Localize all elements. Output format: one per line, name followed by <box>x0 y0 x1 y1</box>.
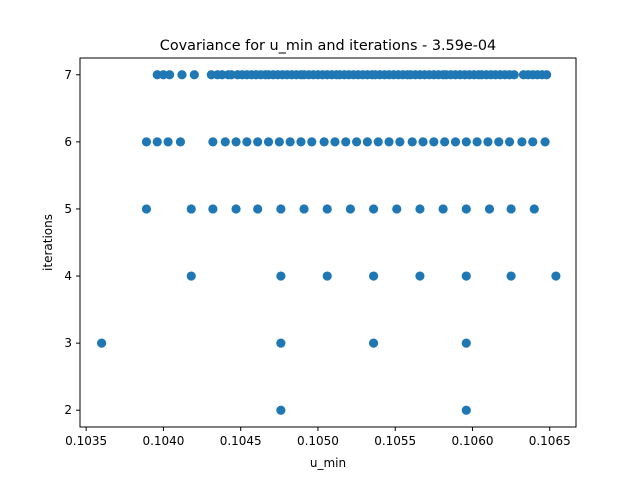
scatter-point <box>461 271 471 281</box>
scatter-point <box>163 137 173 147</box>
scatter-point <box>450 137 461 147</box>
scatter-point <box>395 137 405 147</box>
scatter-point <box>362 137 372 147</box>
scatter-point <box>506 204 516 214</box>
scatter-point <box>322 271 332 281</box>
x-tick-label: 0.1065 <box>529 434 571 448</box>
scatter-point <box>141 204 152 214</box>
scatter-point <box>415 271 425 281</box>
scatter-point <box>296 137 306 147</box>
scatter-point <box>551 271 561 281</box>
scatter-point <box>494 137 504 147</box>
scatter-point <box>276 271 286 281</box>
scatter-point <box>384 137 394 147</box>
scatter-point <box>322 204 332 214</box>
x-tick-label: 0.1060 <box>451 434 493 448</box>
scatter-point <box>341 137 351 147</box>
y-tick-label: 7 <box>64 68 72 82</box>
scatter-point <box>484 204 495 214</box>
scatter-point <box>319 137 329 147</box>
scatter-point <box>373 137 383 147</box>
scatter-point <box>253 137 263 147</box>
scatter-point <box>368 271 379 281</box>
scatter-point <box>517 137 527 147</box>
chart-title: Covariance for u_min and iterations - 3.… <box>160 38 496 54</box>
scatter-point <box>540 137 550 147</box>
x-tick-label: 0.1050 <box>297 434 339 448</box>
scatter-point <box>285 137 295 147</box>
scatter-point <box>528 137 538 147</box>
scatter-point <box>175 137 186 147</box>
scatter-point <box>472 137 482 147</box>
scatter-point <box>461 137 471 147</box>
y-axis: 2 3 4 5 6 7 <box>64 68 80 417</box>
scatter-point <box>165 70 175 80</box>
y-tick-label: 2 <box>64 403 72 417</box>
scatter-point <box>461 338 471 348</box>
scatter-point <box>231 204 241 214</box>
scatter-point <box>263 137 274 147</box>
x-tick-label: 0.1045 <box>220 434 262 448</box>
scatter-point <box>307 137 317 147</box>
y-axis-label: iterations <box>41 214 55 271</box>
scatter-point <box>177 70 187 80</box>
y-tick-label: 6 <box>64 135 72 149</box>
y-tick-label: 5 <box>64 202 72 216</box>
scatter-point <box>299 204 309 214</box>
scatter-point <box>529 204 539 214</box>
scatter-point <box>189 70 199 80</box>
scatter-point <box>208 204 218 214</box>
scatter-point <box>330 137 340 147</box>
scatter-point <box>242 137 252 147</box>
scatter-point <box>392 204 402 214</box>
x-tick-label: 0.1035 <box>65 434 107 448</box>
scatter-point <box>351 137 362 147</box>
scatter-point <box>509 70 519 80</box>
scatter-point <box>461 204 471 214</box>
scatter-point <box>345 204 355 214</box>
scatter-point <box>429 137 439 147</box>
scatter-point <box>504 137 515 147</box>
scatter-point <box>542 70 552 80</box>
scatter-point <box>506 271 516 281</box>
points-layer <box>97 70 561 415</box>
y-tick-label: 4 <box>64 269 72 283</box>
scatter-point <box>141 137 152 147</box>
scatter-point <box>276 204 286 214</box>
scatter-point <box>208 137 218 147</box>
scatter-point <box>368 204 379 214</box>
x-tick-label: 0.1055 <box>374 434 416 448</box>
scatter-point <box>186 204 196 214</box>
scatter-point <box>231 137 241 147</box>
x-tick-label: 0.1040 <box>142 434 184 448</box>
scatter-point <box>418 137 428 147</box>
scatter-point <box>407 137 417 147</box>
x-axis-label: u_min <box>310 456 346 470</box>
plot-frame <box>79 57 577 428</box>
scatter-point <box>186 271 196 281</box>
y-tick-label: 3 <box>64 336 72 350</box>
scatter-point <box>253 204 263 214</box>
scatter-point <box>440 137 450 147</box>
scatter-point <box>438 204 448 214</box>
scatter-point <box>97 338 107 348</box>
scatter-point <box>220 137 230 147</box>
scatter-point <box>368 338 379 348</box>
scatter-point <box>415 204 425 214</box>
scatter-point <box>276 338 286 348</box>
x-axis: 0.1035 0.1040 0.1045 0.1050 0.1055 0.1060 0.10… <box>65 427 571 448</box>
scatter-point <box>461 405 471 415</box>
scatter-point <box>276 405 286 415</box>
scatter-point <box>483 137 493 147</box>
scatter-point <box>274 137 284 147</box>
scatter-point <box>152 137 162 147</box>
